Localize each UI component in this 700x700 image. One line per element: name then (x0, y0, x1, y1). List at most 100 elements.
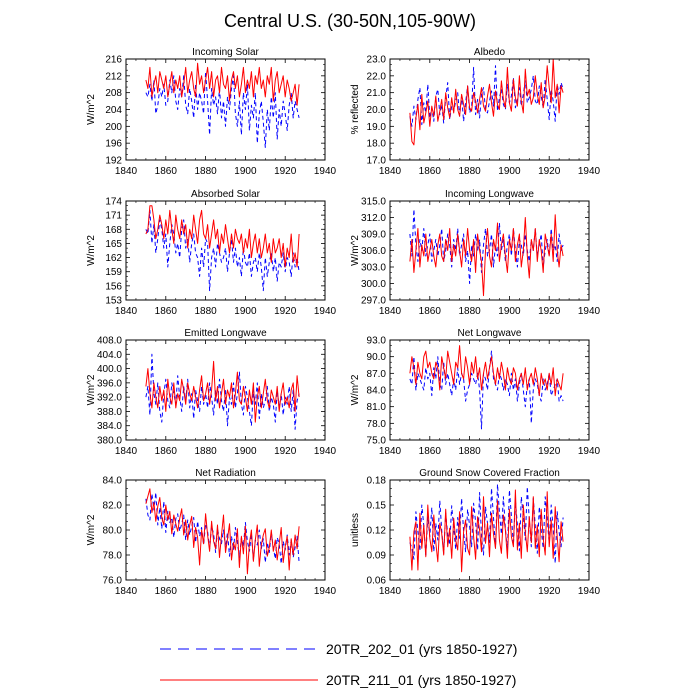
panel-3: Absorbed Solar W/m^2 1840 1860 1880 1900 1920 1… (86, 189, 337, 317)
plot-frame (389, 200, 590, 301)
x-tick-label: 1920 (274, 446, 297, 457)
panel-2: Albedo % reflected 1840 1860 1880 1900 1920 194… (350, 47, 601, 177)
y-tick-label: 306.0 (361, 246, 386, 257)
x-tick-label: 1840 (379, 166, 402, 177)
y-tick-label: 82.0 (103, 501, 123, 512)
y-tick-label: 17.0 (367, 156, 387, 167)
series-line-211 (409, 58, 564, 146)
y-tick-label: 21.0 (367, 88, 387, 99)
y-tick-label: 380.0 (97, 436, 122, 447)
panel-4: Incoming Longwave W/m^2 1840 1860 1880 1900 19… (350, 189, 601, 317)
series-line-211 (145, 488, 300, 575)
x-tick-label: 1940 (578, 586, 601, 597)
y-tick-label: 192 (105, 156, 122, 167)
panel-6: Net Longwave W/m^2 1840 1860 1880 1900 1920 194… (350, 328, 601, 457)
series-line-211 (409, 345, 564, 397)
x-tick-label: 1940 (314, 586, 337, 597)
x-tick-label: 1920 (538, 166, 561, 177)
y-tick-label: 297.0 (361, 296, 386, 307)
panel-5: Emitted Longwave W/m^2 1840 1860 1880 1900 192… (86, 328, 337, 457)
y-tick-label: 78.0 (103, 551, 123, 562)
x-tick-label: 1900 (234, 586, 257, 597)
series-line-202 (145, 353, 300, 430)
x-tick-label: 1860 (155, 306, 178, 317)
y-tick-label: 84.0 (103, 476, 123, 487)
x-tick-label: 1880 (458, 306, 481, 317)
y-tick-label: 0.18 (367, 476, 387, 487)
panel-title: Incoming Solar (192, 47, 259, 58)
panel-title: Incoming Longwave (445, 189, 534, 200)
x-tick-label: 1920 (538, 446, 561, 457)
y-tick-label: 312.0 (361, 213, 386, 224)
series-line-211 (409, 214, 564, 297)
x-tick-label: 1840 (115, 166, 138, 177)
y-tick-label: 196 (105, 139, 122, 150)
x-tick-label: 1860 (155, 446, 178, 457)
y-tick-label: 404.0 (97, 350, 122, 361)
x-tick-label: 1900 (498, 446, 521, 457)
y-tick-label: 159 (105, 267, 122, 278)
x-tick-label: 1880 (458, 446, 481, 457)
y-tick-label: 212 (105, 71, 122, 82)
x-tick-label: 1920 (274, 306, 297, 317)
panel-title: Absorbed Solar (191, 189, 261, 200)
y-tick-label: 162 (105, 253, 122, 264)
x-tick-label: 1920 (538, 586, 561, 597)
y-tick-label: 22.0 (367, 71, 387, 82)
y-tick-label: 0.15 (367, 501, 387, 512)
y-tick-label: 0.06 (367, 576, 387, 587)
panel-8: Ground Snow Covered Fraction unitless 1840… (350, 468, 601, 597)
y-tick-label: 153 (105, 296, 122, 307)
x-tick-label: 1840 (379, 586, 402, 597)
x-tick-label: 1860 (419, 446, 442, 457)
panel-7: Net Radiation W/m^2 1840 1860 1880 1900 1920 19… (86, 468, 337, 597)
x-tick-label: 1880 (194, 166, 217, 177)
series-line-211 (409, 489, 564, 573)
y-tick-label: 18.0 (367, 139, 387, 150)
x-tick-label: 1940 (578, 306, 601, 317)
x-tick-label: 1900 (498, 306, 521, 317)
panel-title: Net Longwave (458, 328, 522, 339)
y-tick-label: 81.0 (367, 402, 387, 413)
x-tick-label: 1920 (538, 306, 561, 317)
legend: 20TR_202_01 (yrs 1850-1927) 20TR_211_01 … (160, 641, 517, 688)
y-tick-label: 309.0 (361, 230, 386, 241)
y-tick-label: 80.0 (103, 526, 123, 537)
y-tick-label: 174 (105, 197, 122, 208)
y-tick-label: 315.0 (361, 197, 386, 208)
y-tick-label: 388.0 (97, 407, 122, 418)
figure-title: Central U.S. (30-50N,105-90W) (224, 11, 476, 31)
y-tick-label: 75.0 (367, 436, 387, 447)
y-tick-label: 216 (105, 55, 122, 66)
x-tick-label: 1880 (194, 306, 217, 317)
x-tick-label: 1940 (314, 446, 337, 457)
x-tick-label: 1840 (115, 306, 138, 317)
legend-label-211: 20TR_211_01 (yrs 1850-1927) (326, 672, 516, 688)
panel-1: Incoming Solar W/m^2 1840 1860 1880 1900 1920 1… (86, 47, 337, 177)
y-tick-label: 23.0 (367, 55, 387, 66)
y-axis-label: W/m^2 (86, 514, 97, 545)
x-tick-label: 1900 (498, 586, 521, 597)
x-tick-label: 1920 (274, 166, 297, 177)
y-axis-label: W/m^2 (86, 235, 97, 266)
y-tick-label: 168 (105, 225, 122, 236)
plot-frame (389, 479, 590, 581)
y-axis-label: % reflected (350, 84, 361, 134)
y-tick-label: 90.0 (367, 352, 387, 363)
panel-title: Albedo (474, 47, 506, 58)
x-tick-label: 1840 (379, 306, 402, 317)
series-line-211 (145, 62, 300, 106)
x-tick-label: 1880 (458, 166, 481, 177)
y-tick-label: 204 (105, 105, 122, 116)
y-tick-label: 156 (105, 281, 122, 292)
y-tick-label: 84.0 (367, 386, 387, 397)
y-axis-label: W/m^2 (350, 235, 361, 266)
y-axis-label: W/m^2 (86, 94, 97, 125)
series-line-211 (145, 360, 300, 423)
y-axis-label: W/m^2 (86, 374, 97, 405)
x-tick-label: 1940 (314, 166, 337, 177)
x-tick-label: 1900 (234, 306, 257, 317)
x-tick-label: 1900 (498, 166, 521, 177)
x-tick-label: 1860 (419, 586, 442, 597)
